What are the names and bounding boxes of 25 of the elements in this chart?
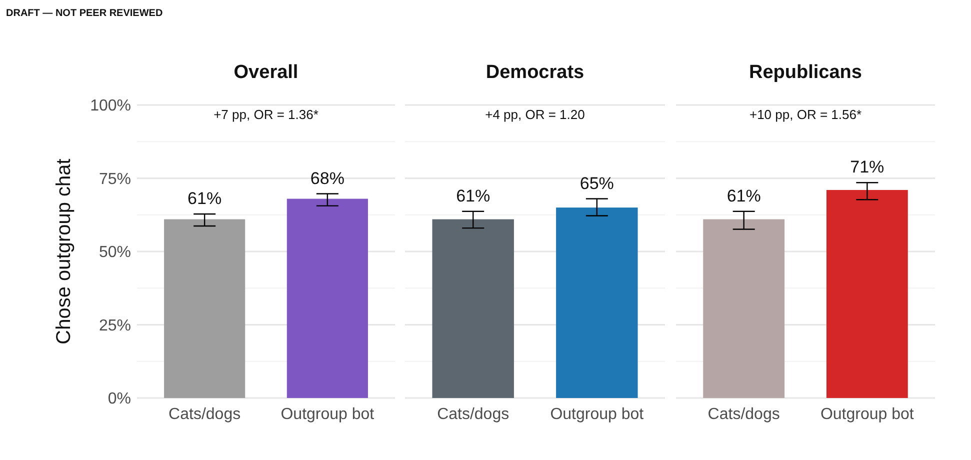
text: DRAFT — NOT PEER REVIEWED — [6, 8, 163, 19]
x-tick-label: Outgroup bot — [280, 406, 375, 423]
y-tick-label: 50% — [98, 244, 131, 262]
chart-title: Overall — [234, 62, 298, 83]
chart-title: Democrats — [486, 62, 584, 83]
data-label: 71% — [850, 158, 884, 177]
data-label: 61% — [456, 186, 490, 206]
y-tick-label: 25% — [98, 317, 131, 334]
chart-title: Republicans — [749, 62, 862, 83]
annotation: +7 pp, OR = 1.36* — [214, 107, 318, 122]
x-tick-label: Cats/dogs — [437, 406, 510, 423]
x-tick-label: Outgroup bot — [820, 406, 914, 423]
x-tick-label: Outgroup bot — [550, 406, 644, 423]
x-tick-label: Cats/dogs — [168, 406, 241, 423]
data-label: 61% — [726, 186, 761, 206]
x-tick-label: Cats/dogs — [708, 406, 780, 423]
y-tick-label: 0% — [108, 390, 131, 408]
annotation: +4 pp, OR = 1.20 — [485, 107, 585, 122]
data-label: 61% — [188, 188, 222, 208]
data-label: 68% — [310, 168, 344, 188]
data-label: 65% — [580, 174, 614, 193]
annotation: +10 pp, OR = 1.56* — [749, 107, 862, 122]
y-tick-label: 100% — [90, 98, 131, 115]
y-tick-label: 75% — [98, 170, 131, 188]
y-axis-title: Chose outgroup chat — [53, 158, 75, 344]
